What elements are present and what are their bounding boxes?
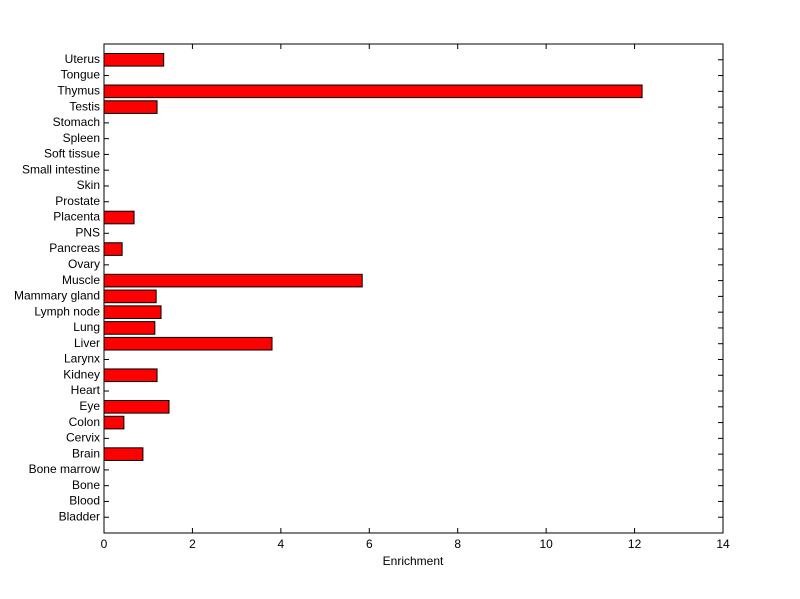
y-tick-label: Skin — [77, 178, 100, 192]
x-tick-label: 10 — [539, 537, 553, 551]
y-tick-label: Cervix — [66, 431, 100, 445]
y-tick-label: Small intestine — [22, 162, 100, 176]
x-axis-label: Enrichment — [383, 554, 444, 568]
y-tick-label: Heart — [71, 383, 101, 397]
y-tick-label: Brain — [72, 446, 100, 460]
bar — [103, 321, 156, 335]
y-tick-label: Eye — [79, 399, 100, 413]
bar — [103, 84, 643, 99]
y-tick-label: Mammary gland — [14, 289, 100, 303]
y-tick-label: Lymph node — [34, 304, 100, 318]
y-tick-label: Placenta — [53, 210, 100, 224]
x-tick-label: 4 — [278, 537, 285, 551]
bar — [103, 368, 158, 383]
y-tick-label: Uterus — [65, 52, 100, 66]
bar — [103, 336, 273, 351]
bar — [103, 399, 170, 414]
bar — [103, 289, 157, 304]
y-tick-label: Testis — [69, 99, 100, 113]
bar — [103, 415, 125, 430]
bar — [103, 210, 135, 225]
y-tick-label: Colon — [69, 415, 100, 429]
y-tick-label: Prostate — [55, 194, 100, 208]
y-tick-label: Soft tissue — [44, 147, 100, 161]
y-tick-label: Muscle — [62, 273, 100, 287]
y-tick-label: Lung — [73, 320, 100, 334]
bar — [103, 305, 162, 319]
x-tick-label: 8 — [454, 537, 461, 551]
bar — [103, 242, 123, 256]
bar — [103, 52, 165, 67]
y-tick-label: Kidney — [63, 367, 100, 381]
plot-frame — [103, 43, 724, 534]
y-tick-label: Pancreas — [49, 241, 100, 255]
x-tick-label: 12 — [628, 537, 642, 551]
y-tick-label: Liver — [74, 336, 100, 350]
y-tick-label: Thymus — [57, 83, 100, 97]
bar — [103, 273, 363, 288]
y-tick-label: Bone — [72, 478, 100, 492]
y-tick-label: Bone marrow — [29, 462, 101, 476]
x-tick-label: 14 — [716, 537, 730, 551]
y-tick-label: Stomach — [53, 115, 100, 129]
y-tick-label: Blood — [69, 494, 100, 508]
bar — [103, 447, 144, 461]
y-tick-label: Larynx — [64, 352, 100, 366]
y-tick-label: Ovary — [68, 257, 100, 271]
y-tick-label: Tongue — [61, 68, 101, 82]
x-tick-label: 2 — [189, 537, 196, 551]
y-tick-label: Spleen — [63, 131, 100, 145]
y-tick-label: Bladder — [59, 509, 100, 523]
y-tick-label: PNS — [75, 225, 100, 239]
x-tick-label: 0 — [101, 537, 108, 551]
x-tick-label: 6 — [366, 537, 373, 551]
bar — [103, 100, 158, 114]
